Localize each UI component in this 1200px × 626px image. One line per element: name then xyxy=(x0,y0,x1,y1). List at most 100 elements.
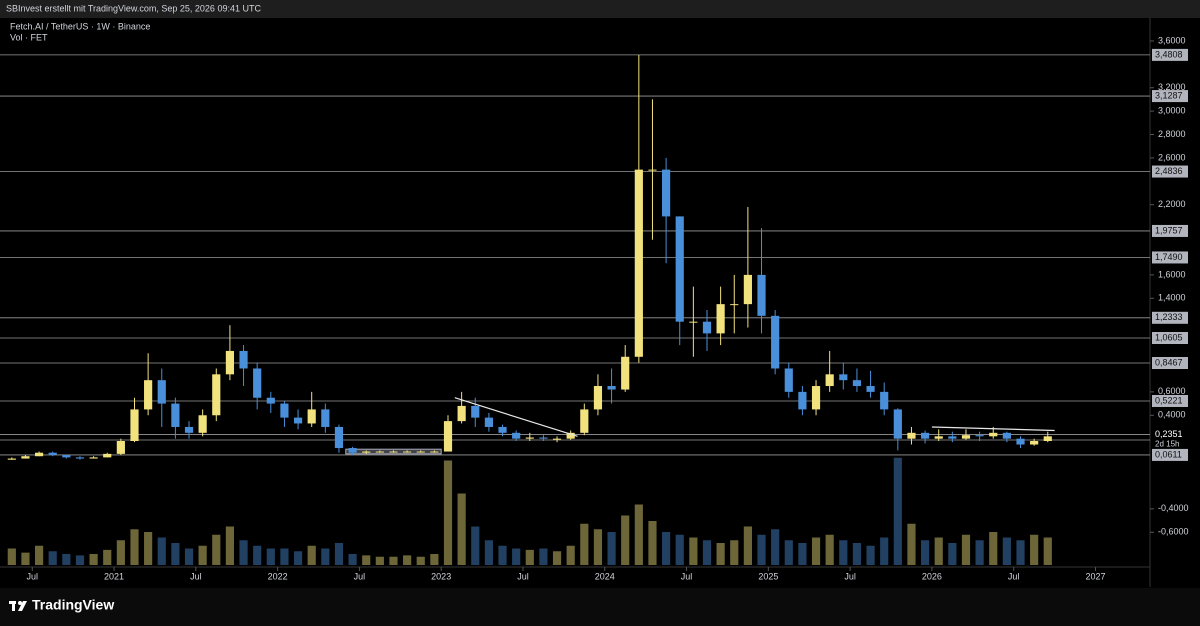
candle-body xyxy=(948,436,957,439)
candle-body xyxy=(771,315,780,369)
volume-bar xyxy=(389,556,398,565)
volume-bar xyxy=(716,543,725,565)
x-tick-label: Jul xyxy=(27,571,39,581)
volume-bar xyxy=(253,545,262,565)
candle-body xyxy=(293,417,303,424)
volume-bar xyxy=(239,540,248,565)
x-tick-label: 2023 xyxy=(431,571,451,581)
candle-body xyxy=(784,368,793,392)
x-tick-label: 2026 xyxy=(922,571,942,581)
volume-bar xyxy=(157,537,166,565)
volume-bar xyxy=(880,537,889,565)
candle-body xyxy=(662,169,671,217)
candle-body xyxy=(702,321,712,334)
volume-bar xyxy=(34,545,44,565)
level-label: 1,9757 xyxy=(1155,225,1183,235)
volume-bar xyxy=(798,543,807,565)
candle-body xyxy=(1043,436,1052,442)
volume-bar xyxy=(266,548,275,565)
volume-bar xyxy=(771,529,780,565)
volume-bar xyxy=(321,548,330,565)
candle-body xyxy=(484,417,493,427)
level-label: 2,4836 xyxy=(1155,166,1183,176)
volume-bar xyxy=(866,545,875,565)
level-label-box xyxy=(1152,90,1188,103)
volume-bar xyxy=(525,549,534,565)
volume-bar xyxy=(539,548,548,565)
candle-body xyxy=(648,169,657,171)
level-label-box xyxy=(1152,394,1188,407)
volume-bar xyxy=(743,526,752,565)
volume-bar xyxy=(1016,540,1025,565)
candle-body xyxy=(362,451,371,453)
volume-bar xyxy=(675,534,684,565)
candle-body xyxy=(403,451,412,453)
level-label: 1,7490 xyxy=(1155,252,1183,262)
x-tick-label: 2021 xyxy=(104,571,124,581)
volume-bar xyxy=(7,548,16,565)
candle-body xyxy=(498,426,507,433)
x-tick-label: Jul xyxy=(844,571,856,581)
candle-body xyxy=(852,380,862,387)
volume-bar xyxy=(130,529,139,565)
candle-body xyxy=(743,274,752,305)
x-tick-label: Jul xyxy=(1008,571,1020,581)
x-tick-label: Jul xyxy=(190,571,202,581)
candle-body xyxy=(103,453,112,458)
candle-body xyxy=(239,350,248,369)
level-label-box xyxy=(1152,224,1188,237)
y-tick-label: 2,2000 xyxy=(1158,199,1186,209)
level-label: 0,8467 xyxy=(1155,357,1183,367)
volume-bar xyxy=(757,534,766,565)
volume-bar xyxy=(989,532,998,565)
candle-body xyxy=(512,432,521,439)
volume-bar xyxy=(825,534,834,565)
volume-bar xyxy=(689,537,698,565)
volume-bar xyxy=(307,545,316,565)
level-label-box xyxy=(1152,448,1188,461)
candle-body xyxy=(307,409,316,424)
candle-body xyxy=(48,452,57,456)
volume-bar xyxy=(893,457,902,565)
volume-bar xyxy=(1030,534,1039,565)
trendline xyxy=(454,397,578,437)
candle-body xyxy=(171,403,180,427)
level-label: 1,0605 xyxy=(1155,332,1183,342)
candle-body xyxy=(116,441,125,454)
volume-bar xyxy=(293,551,303,565)
candle-body xyxy=(880,391,889,410)
candle-body xyxy=(907,432,916,439)
level-label: 3,1287 xyxy=(1155,90,1183,100)
y-tick-label: -0,6000 xyxy=(1158,527,1189,537)
watermark: SBInvest erstellt mit TradingView.com, S… xyxy=(6,3,261,13)
candle-body xyxy=(689,321,698,323)
volume-bar xyxy=(416,556,425,565)
candle-body xyxy=(621,356,630,390)
candle-body xyxy=(634,169,643,357)
candle-body xyxy=(389,451,398,453)
candle-body xyxy=(539,437,548,439)
y-tick-label: 2,6000 xyxy=(1158,152,1186,162)
candle-body xyxy=(566,432,575,439)
volume-bar xyxy=(171,543,180,565)
volume-bar xyxy=(621,515,630,565)
logo xyxy=(9,601,27,611)
candle-body xyxy=(348,448,357,453)
level-label-box xyxy=(1152,48,1188,61)
volume-bar xyxy=(839,540,848,565)
y-tick-label: -0,4000 xyxy=(1158,503,1189,513)
volume-bar xyxy=(1002,537,1011,565)
trendline xyxy=(931,426,1055,432)
volume-bar xyxy=(21,552,30,565)
candle-body xyxy=(961,435,971,439)
candle-body xyxy=(471,405,480,418)
volume-bar xyxy=(471,526,480,565)
candle-body xyxy=(825,374,834,387)
volume-bar xyxy=(934,537,943,565)
candle-body xyxy=(866,386,875,392)
volume-bar xyxy=(334,543,344,565)
volume-label: Vol · FET xyxy=(10,32,48,42)
candle-body xyxy=(34,452,44,457)
volume-bar xyxy=(512,548,521,565)
